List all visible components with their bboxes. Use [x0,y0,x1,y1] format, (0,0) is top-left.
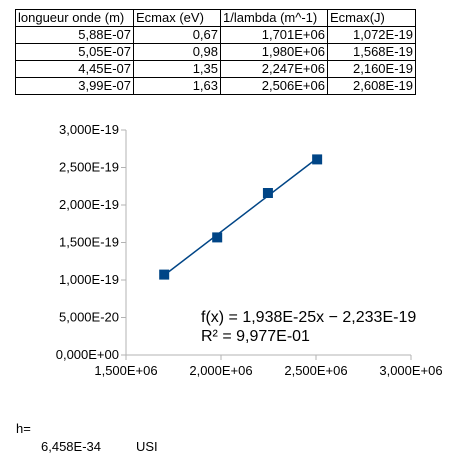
table-row: 5,05E-07 0,98 1,980E+06 1,568E-19 [15,43,416,61]
table-cell[interactable]: 3,99E-07 [15,77,134,95]
x-tick-label: 1,500E+06 [94,363,157,378]
table-header-cell[interactable]: longueur onde (m) [15,9,134,27]
data-points [159,154,323,280]
table-cell[interactable]: 1,701E+06 [220,26,328,44]
planck-constant-label: h= [16,421,31,436]
planck-constant-unit: USI [136,439,158,454]
table-cell[interactable]: 0,98 [133,43,221,61]
data-point [312,154,323,165]
x-tick-label: 2,000E+06 [189,363,252,378]
trendline-equation: f(x) = 1,938E-25x − 2,233E-19 [201,309,416,326]
x-tick-label: 3,000E+06 [379,363,442,378]
table-cell[interactable]: 2,247E+06 [220,60,328,78]
table-cell[interactable]: 2,506E+06 [220,77,328,95]
y-tick-label: 2,000E-19 [59,197,119,212]
table-cell[interactable]: 1,35 [133,60,221,78]
planck-constant-value[interactable]: 6,458E-34 [41,439,101,454]
table-header-row: longueur onde (m) Ecmax (eV) 1/lambda (m… [15,9,416,27]
table-cell[interactable]: 0,67 [133,26,221,44]
y-axis: 0,000E+00 5,000E-20 1,000E-19 1,500E-19 2,00… [56,122,127,362]
table-header-cell[interactable]: 1/lambda (m^-1) [220,9,328,27]
scatter-chart[interactable]: 0,000E+00 5,000E-20 1,000E-19 1,500E-19 2,00… [0,115,468,390]
table-row: 3,99E-07 1,63 2,506E+06 2,608E-19 [15,77,416,95]
table-cell[interactable]: 2,608E-19 [327,77,416,95]
y-tick-label: 0,000E+00 [56,347,119,362]
table-row: 5,88E-07 0,67 1,701E+06 1,072E-19 [15,26,416,44]
r-squared-label: R² = 9,977E-01 [201,328,310,345]
table-cell[interactable]: 5,05E-07 [15,43,134,61]
table-row: 4,45E-07 1,35 2,247E+06 2,160E-19 [15,60,416,78]
y-tick-label: 1,500E-19 [59,235,119,250]
table-cell[interactable]: 1,63 [133,77,221,95]
x-tick-label: 2,500E+06 [284,363,347,378]
table-cell[interactable]: 1,980E+06 [220,43,328,61]
table-header-cell[interactable]: Ecmax (eV) [133,9,221,27]
table-cell[interactable]: 4,45E-07 [15,60,134,78]
table-cell[interactable]: 1,568E-19 [327,43,416,61]
data-point [159,269,170,280]
y-tick-label: 1,000E-19 [59,272,119,287]
table-cell[interactable]: 1,072E-19 [327,26,416,44]
data-table: longueur onde (m) Ecmax (eV) 1/lambda (m… [15,9,416,95]
table-cell[interactable]: 2,160E-19 [327,60,416,78]
y-tick-label: 3,000E-19 [59,122,119,137]
trendline-group [163,157,318,276]
trendline [163,157,318,276]
data-point [262,188,273,198]
y-tick-label: 2,500E-19 [59,160,119,175]
x-axis: 1,500E+06 2,000E+06 2,500E+06 3,000E+06 [94,354,443,378]
data-point [212,232,223,243]
y-tick-label: 5,000E-20 [59,310,119,325]
table-cell[interactable]: 5,88E-07 [15,26,134,44]
table-header-cell[interactable]: Ecmax(J) [327,9,416,27]
